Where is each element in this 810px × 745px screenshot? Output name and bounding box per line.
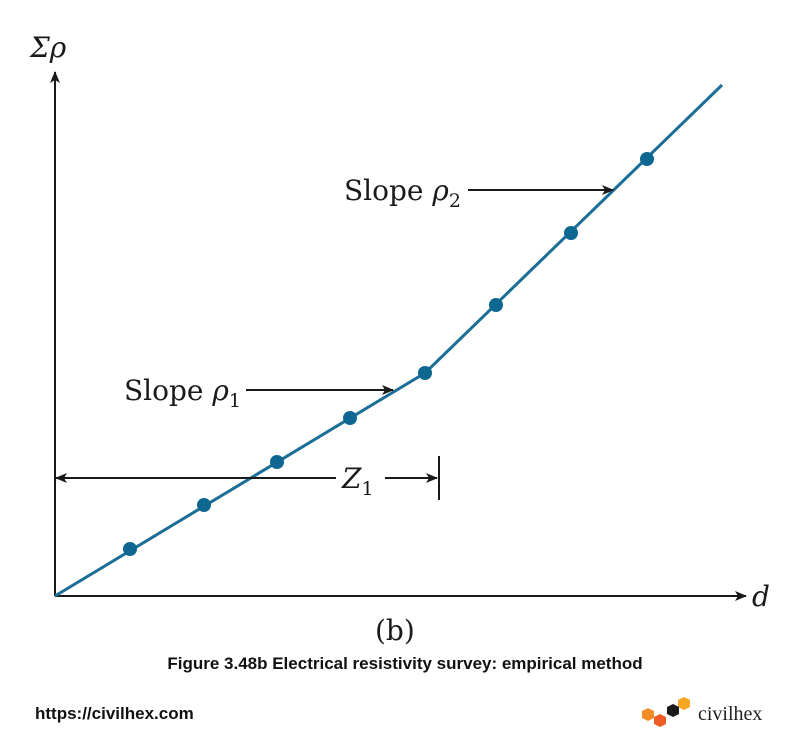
z1-symbol: Z [341, 462, 362, 495]
z1-subscript: 1 [361, 478, 373, 500]
data-point [418, 366, 432, 380]
resistivity-diagram: Σρ d Slope ρ1 Slope ρ2 Z1 (b) [29, 31, 770, 647]
y-axis-label: Σρ [29, 31, 67, 64]
z1-label: Z1 [341, 462, 374, 500]
slope1-symbol: ρ [211, 374, 229, 407]
data-point [564, 226, 578, 240]
slope1-label: Slope ρ1 [124, 374, 241, 412]
footer-url: https://civilhex.com [35, 704, 194, 723]
slope2-symbol: ρ [431, 174, 449, 207]
brand-logo: civilhex [638, 694, 762, 734]
figure-caption: Figure 3.48b Electrical resistivity surv… [167, 654, 643, 673]
data-points [123, 152, 654, 556]
x-axis-label: d [752, 580, 770, 613]
data-point [343, 411, 357, 425]
panel-label: (b) [375, 614, 415, 647]
data-point [123, 542, 137, 556]
slope1-subscript: 1 [229, 390, 241, 412]
brand-name: civilhex [698, 702, 763, 725]
data-point [640, 152, 654, 166]
slope2-text: Slope [344, 174, 432, 207]
slope1-text: Slope [124, 374, 212, 407]
data-point [197, 498, 211, 512]
slope2-subscript: 2 [449, 190, 461, 212]
data-point [489, 298, 503, 312]
slope2-label: Slope ρ2 [344, 174, 461, 212]
data-point [270, 455, 284, 469]
hexagon-cluster-icon [642, 697, 690, 727]
resistivity-curve [54, 83, 724, 598]
